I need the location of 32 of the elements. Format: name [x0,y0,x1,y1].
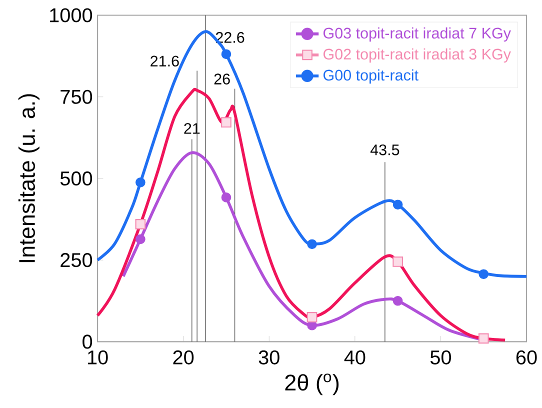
point [478,269,489,280]
ref-line-label: 26 [214,74,230,84]
point [136,234,146,244]
point [392,296,403,306]
point [306,312,318,322]
point [392,200,403,210]
point [221,49,232,59]
x-tick-label: 30 [258,350,280,364]
x-tick-label: 20 [173,350,194,364]
point [392,256,403,267]
x-tick-label: 40 [344,350,366,364]
point [478,333,489,344]
x-tick-label: 50 [430,350,451,364]
legend-label: G02 topit-racit iradiat 3 KGy [324,48,511,63]
x-tick-label: 60 [516,350,537,364]
point [221,117,232,128]
point [221,192,232,202]
ref-line-label: 21.6 [150,56,179,66]
y-tick-label: 0 [82,334,92,349]
point [136,177,146,188]
x-axis-title: 2θ ($^{o}$) [285,374,339,396]
y-tick-label: 750 [60,90,92,104]
y-tick-label: 500 [60,171,92,186]
point [135,218,146,230]
y-tick-label: 250 [60,253,92,268]
x-tick-label: 10 [88,350,108,364]
legend-label: G03 topit-racit iradiat 7 KGy [324,27,511,42]
ref-line-label: 43.5 [370,144,400,156]
point [307,239,317,249]
y-tick-label: 1000 [50,8,92,22]
y-axis-title: Intensitate (u. a.) [18,94,40,262]
legend-label: G00 topit-racit [324,69,418,84]
